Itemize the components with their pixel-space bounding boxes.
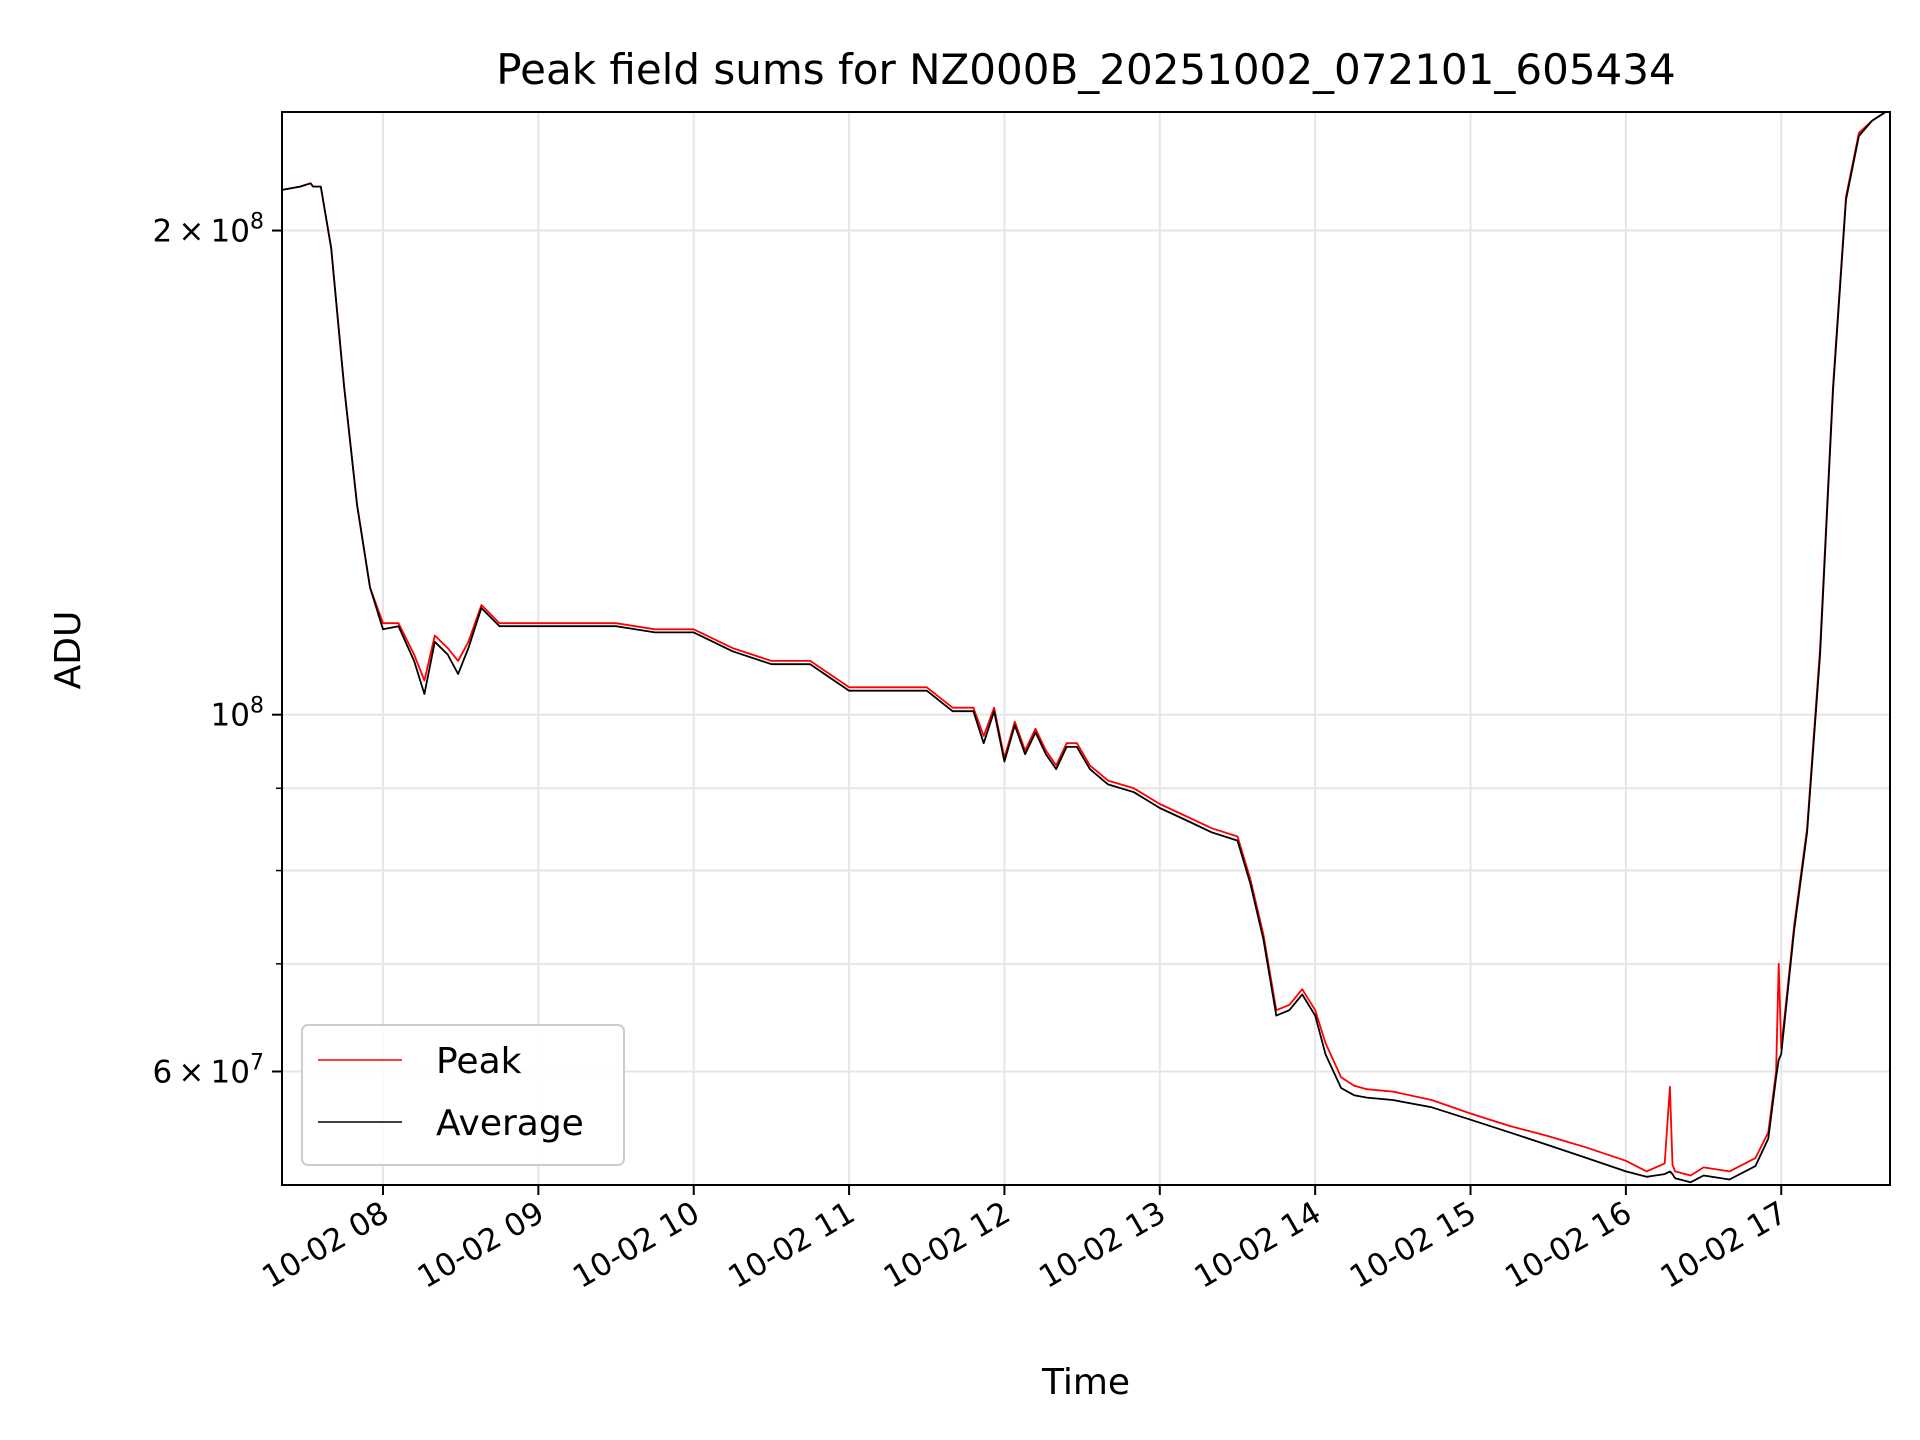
y-tick-label: 2 × 108 <box>152 210 264 250</box>
series-layer <box>282 112 1888 1184</box>
y-tick-label: 6 × 107 <box>152 1050 264 1090</box>
legend-label-average: Average <box>436 1103 584 1144</box>
legend-label-peak: Peak <box>436 1041 522 1082</box>
legend: Peak Average <box>301 1024 625 1166</box>
y-tick-label: 108 <box>211 694 264 734</box>
y-axis-label: ADU <box>48 611 89 690</box>
x-axis-label: Time <box>1041 1362 1130 1403</box>
series-line-peak <box>282 112 1888 1177</box>
y-axis: 6 × 107 108 2 × 108 <box>152 210 282 1090</box>
series-line-average <box>282 112 1888 1184</box>
plot-frame <box>281 111 1891 1186</box>
chart-title: Peak field sums for NZ000B_20251002_0721… <box>496 45 1675 94</box>
